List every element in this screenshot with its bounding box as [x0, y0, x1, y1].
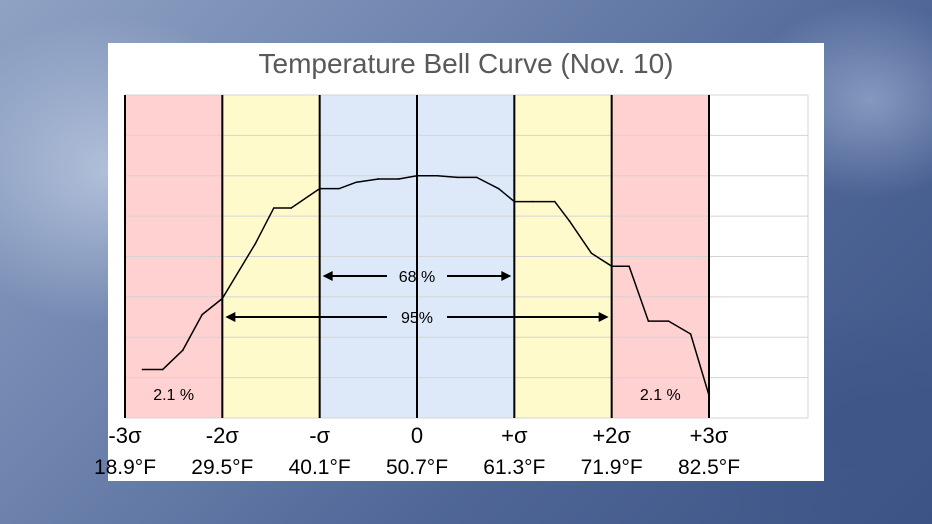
curve-point — [531, 200, 534, 203]
temperature-tick-label: 50.7°F — [386, 456, 448, 479]
tail-percent-label-right: 2.1 % — [640, 387, 681, 404]
temperature-tick-label: 71.9°F — [581, 456, 643, 479]
curve-point — [667, 320, 670, 322]
sigma-tick-label: +3σ — [690, 423, 729, 448]
curve-point — [141, 368, 144, 371]
temperature-tick-label: 61.3°F — [483, 456, 545, 479]
arrowhead-left — [225, 312, 236, 322]
curve-point — [416, 174, 418, 177]
curve-point — [201, 313, 203, 316]
arrowhead-right — [598, 312, 609, 322]
temperature-tick-label: 40.1°F — [289, 456, 351, 479]
curve-point — [513, 200, 516, 203]
chart-title: Temperature Bell Curve (Nov. 10) — [258, 48, 674, 79]
curve-point — [590, 252, 593, 255]
curve-point — [254, 242, 257, 245]
temperature-tick-label: 82.5°F — [678, 456, 740, 479]
curve-point — [497, 187, 500, 190]
annotation-label: 95% — [401, 310, 433, 327]
sigma-tick-label: +2σ — [592, 423, 631, 448]
curve-point — [610, 265, 613, 267]
sigma-tick-label: -3σ — [108, 423, 142, 448]
sigma-tick-label: 0 — [411, 423, 423, 448]
curve-point — [377, 178, 380, 180]
curve-point — [161, 368, 164, 371]
curve-point — [628, 265, 630, 267]
curve-point — [475, 176, 478, 179]
tail-percent-label-left: 2.1 % — [153, 387, 194, 404]
curve-point — [355, 181, 358, 184]
curve-point — [568, 220, 571, 222]
temperature-tick-label: 29.5°F — [191, 456, 253, 479]
curve-point — [647, 320, 650, 322]
sigma-tick-label: -σ — [309, 423, 330, 448]
curve-point — [708, 394, 710, 397]
curve-point — [290, 207, 293, 209]
curve-point — [456, 176, 459, 179]
curve-point — [221, 297, 224, 300]
curve-point — [338, 187, 340, 190]
arrowhead-right — [501, 271, 512, 281]
sigma-tick-label: -2σ — [206, 423, 240, 448]
curve-point — [272, 207, 275, 209]
curve-point — [397, 178, 400, 180]
temperature-tick-label: 18.9°F — [94, 456, 156, 479]
curve-point — [553, 200, 556, 203]
annotation-label: 68 % — [399, 269, 435, 286]
sigma-tick-label: +σ — [501, 423, 528, 448]
arrowhead-left — [322, 271, 333, 281]
curve-point — [436, 174, 439, 177]
curve-point — [182, 349, 184, 351]
curve-point — [318, 187, 321, 190]
curve-point — [689, 333, 692, 335]
